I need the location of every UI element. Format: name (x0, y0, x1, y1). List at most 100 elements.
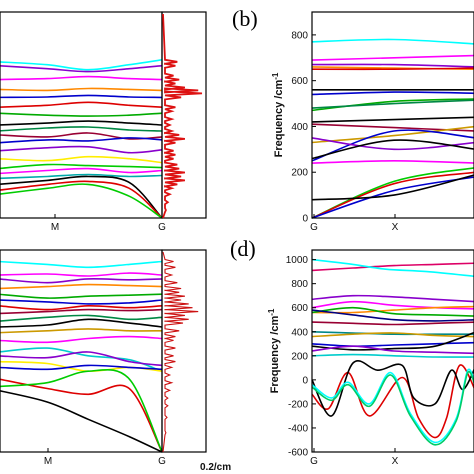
dispersion-branch (311, 99, 474, 109)
dispersion-branch (311, 38, 474, 45)
dispersion-branch (0, 175, 163, 219)
dispersion-branch (0, 390, 163, 453)
dos-curve (162, 251, 199, 453)
y-tick-label: 400 (291, 122, 308, 133)
dispersion-branch (311, 309, 474, 322)
dispersion-branch (311, 353, 474, 358)
dispersion-branch (0, 145, 163, 154)
dos-curve (162, 13, 203, 219)
dispersion-branch (0, 64, 163, 73)
y-tick-label: 1000 (286, 255, 309, 266)
dispersion-branch (0, 378, 163, 453)
dispersion-branch (0, 260, 163, 269)
dispersion-branch (0, 314, 163, 322)
x-tick-label: G (310, 222, 318, 233)
dispersion-branch (0, 328, 163, 334)
dispersion-branch (0, 299, 163, 305)
axis-frame (311, 249, 474, 453)
panel-c: M G 0.2/cm (0, 249, 231, 473)
dispersion-branch (311, 63, 474, 68)
y-tick-label: 0 (302, 214, 308, 225)
x-tick-label: G (158, 222, 166, 233)
dispersion-branch (311, 139, 474, 160)
dispersion-branch (0, 283, 163, 290)
dispersion-branch (0, 335, 163, 344)
y-tick-label: -200 (288, 399, 308, 410)
dispersion-branch (311, 137, 474, 151)
x-tick-label: G (158, 456, 166, 467)
dispersion-branch (0, 277, 163, 284)
dispersion-branch (311, 332, 474, 338)
y-axis-title: Frequency /cm-1 (267, 308, 281, 393)
dispersion-branch (311, 159, 474, 164)
dispersion-branch (0, 126, 163, 132)
dispersion-branch (0, 101, 163, 108)
dispersion-branch (311, 98, 474, 112)
dispersion-branch (311, 294, 474, 303)
dispersion-branch (0, 293, 163, 299)
dispersion-branch (311, 258, 474, 278)
panel-b-letter: (b) (232, 6, 258, 31)
y-tick-label: 600 (291, 303, 308, 314)
dispersion-branch (0, 167, 163, 175)
dispersion-branch (311, 171, 474, 219)
y-tick-label: 800 (291, 279, 308, 290)
dispersion-branch (0, 308, 163, 315)
dispersion-branch (311, 370, 474, 446)
dispersion-branch (311, 360, 474, 417)
dispersion-branch (0, 368, 163, 453)
dispersion-branch (0, 173, 163, 180)
dispersion-branch (0, 120, 163, 126)
dispersion-branch (0, 183, 163, 219)
panel-d: G X -600 -400 -200 0 200 400 600 800 1000 Frequency… (267, 249, 474, 467)
dispersion-branch (311, 176, 474, 219)
dispersion-branch (0, 318, 163, 328)
dispersion-branch (311, 174, 474, 201)
x-tick-label: M (51, 222, 59, 233)
y-tick-label: 200 (291, 168, 308, 179)
dos-frame (161, 11, 207, 219)
dispersion-branch (0, 155, 163, 164)
x-tick-label: X (392, 456, 399, 467)
dispersion-branch (0, 94, 163, 99)
dispersion-branch (0, 75, 163, 81)
dispersion-branch (0, 364, 163, 371)
y-axis-title: Frequency /cm-1 (271, 72, 285, 157)
dispersion-branch (311, 123, 474, 132)
dispersion-branch (311, 116, 474, 123)
dispersion-branch (0, 351, 163, 367)
y-tick-label: 200 (291, 351, 308, 362)
y-tick-label: 0 (302, 375, 308, 386)
y-tick-label: 800 (291, 30, 308, 41)
y-tick-label: 400 (291, 327, 308, 338)
x-tick-label: X (392, 222, 399, 233)
dispersion-branch (311, 341, 474, 348)
dispersion-branch (311, 345, 474, 355)
dos-scale-label: 0.2/cm (200, 462, 231, 473)
dispersion-branch (311, 91, 474, 96)
dispersion-branch (0, 163, 163, 170)
y-tick-label: 600 (291, 76, 308, 87)
x-tick-label: M (44, 456, 52, 467)
dispersion-branch (0, 137, 163, 144)
panel-b: G X 0 200 400 600 800 Frequency /cm-1 (271, 11, 474, 233)
dispersion-branch (311, 331, 474, 351)
panel-d-letter: (d) (230, 236, 256, 261)
y-tick-label: -600 (288, 448, 308, 459)
dispersion-branch (311, 262, 474, 272)
dispersion-branch (0, 180, 163, 219)
dispersion-branch (0, 59, 163, 71)
dispersion-branch (0, 112, 163, 117)
dispersion-branch (311, 306, 474, 317)
y-axis-title-superscript: -1 (267, 308, 276, 316)
dispersion-branch (311, 321, 474, 326)
y-tick-label: -400 (288, 423, 308, 434)
dispersion-branch (311, 300, 474, 310)
dispersion-branch (0, 272, 163, 277)
x-tick-label: G (310, 456, 318, 467)
dispersion-branch (311, 67, 474, 71)
dispersion-branch (0, 87, 163, 92)
y-axis-title-superscript: -1 (271, 72, 280, 80)
